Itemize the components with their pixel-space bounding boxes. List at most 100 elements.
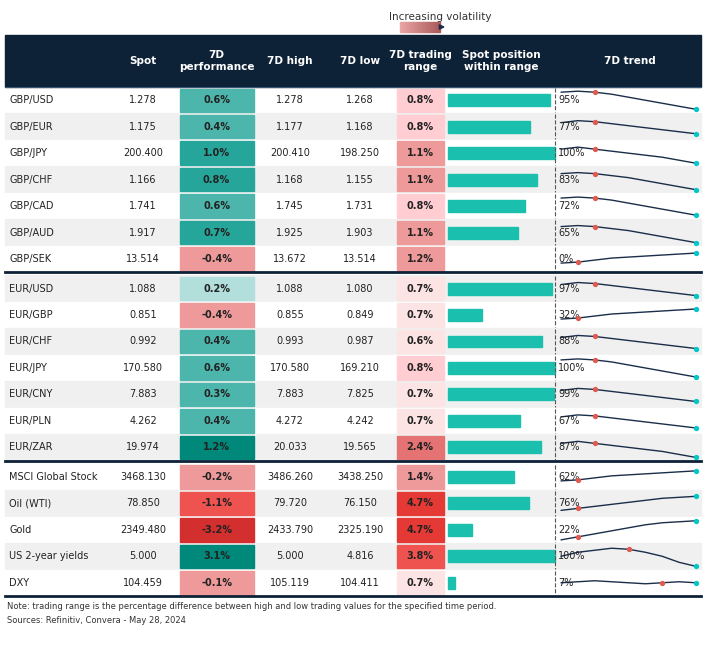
Text: 4.242: 4.242 xyxy=(346,416,374,426)
Bar xyxy=(397,248,443,271)
Text: GBP/EUR: GBP/EUR xyxy=(9,122,53,132)
Text: 0.992: 0.992 xyxy=(129,336,157,347)
Bar xyxy=(412,22,413,32)
Bar xyxy=(5,516,701,543)
Bar xyxy=(5,246,701,272)
Text: 0.851: 0.851 xyxy=(129,310,157,320)
Bar xyxy=(5,354,701,381)
Bar xyxy=(5,35,701,87)
Text: 0.3%: 0.3% xyxy=(203,389,230,399)
Text: 4.816: 4.816 xyxy=(346,551,373,561)
Text: 170.580: 170.580 xyxy=(270,363,310,373)
Text: 78.850: 78.850 xyxy=(126,498,160,508)
Bar xyxy=(397,221,443,244)
Text: 1.2%: 1.2% xyxy=(203,443,230,452)
Text: 0.6%: 0.6% xyxy=(203,95,230,105)
Bar xyxy=(405,22,406,32)
Text: 198.250: 198.250 xyxy=(340,148,380,158)
Text: 200.410: 200.410 xyxy=(270,148,310,158)
Bar xyxy=(5,490,701,516)
Text: 0.7%: 0.7% xyxy=(407,416,433,426)
Text: 0.855: 0.855 xyxy=(276,310,304,320)
Text: 0.7%: 0.7% xyxy=(407,578,433,588)
Text: EUR/ZAR: EUR/ZAR xyxy=(9,443,52,452)
Text: 100%: 100% xyxy=(558,551,585,561)
Bar xyxy=(448,174,537,185)
Text: 77%: 77% xyxy=(558,122,580,132)
Bar xyxy=(427,22,428,32)
Bar xyxy=(397,435,443,459)
Bar xyxy=(416,22,417,32)
Text: 13.514: 13.514 xyxy=(126,254,160,264)
Text: GBP/USD: GBP/USD xyxy=(9,95,54,105)
Text: GBP/CHF: GBP/CHF xyxy=(9,175,52,185)
Bar xyxy=(5,381,701,408)
Bar xyxy=(432,22,433,32)
Text: GBP/AUD: GBP/AUD xyxy=(9,227,54,238)
Text: 95%: 95% xyxy=(558,95,580,105)
Text: 1.903: 1.903 xyxy=(346,227,373,238)
Bar xyxy=(397,544,443,568)
Text: 1.168: 1.168 xyxy=(346,122,373,132)
Text: 1.745: 1.745 xyxy=(276,201,304,211)
Bar xyxy=(411,22,412,32)
Bar xyxy=(448,309,482,321)
Text: 1.1%: 1.1% xyxy=(407,227,433,238)
Bar xyxy=(448,227,517,238)
Text: 1.278: 1.278 xyxy=(276,95,304,105)
Bar xyxy=(448,121,530,133)
Bar xyxy=(179,492,253,515)
Text: 3.8%: 3.8% xyxy=(407,551,433,561)
Text: 19.974: 19.974 xyxy=(126,443,160,452)
Text: Spot: Spot xyxy=(129,56,157,66)
Text: 1.278: 1.278 xyxy=(129,95,157,105)
Bar xyxy=(401,22,402,32)
Bar xyxy=(448,94,550,106)
Bar xyxy=(409,22,410,32)
Text: 0.8%: 0.8% xyxy=(407,363,433,373)
Bar xyxy=(397,383,443,406)
Text: 4.272: 4.272 xyxy=(276,416,304,426)
Text: -0.4%: -0.4% xyxy=(201,310,232,320)
Bar xyxy=(179,168,253,191)
Bar xyxy=(179,221,253,244)
Bar xyxy=(397,518,443,542)
Text: -0.2%: -0.2% xyxy=(201,472,232,482)
Text: 7D
performance: 7D performance xyxy=(179,50,254,72)
Text: 1.080: 1.080 xyxy=(346,284,373,294)
Bar xyxy=(179,435,253,459)
Bar xyxy=(423,22,424,32)
Text: 0.849: 0.849 xyxy=(346,310,373,320)
Bar xyxy=(179,544,253,568)
Text: 1.155: 1.155 xyxy=(346,175,374,185)
Bar xyxy=(179,571,253,594)
Text: 100%: 100% xyxy=(558,363,585,373)
Text: 97%: 97% xyxy=(558,284,580,294)
Text: 0.8%: 0.8% xyxy=(407,95,433,105)
Text: 2349.480: 2349.480 xyxy=(120,525,166,535)
Text: 76.150: 76.150 xyxy=(343,498,377,508)
Text: 104.411: 104.411 xyxy=(340,578,380,588)
Text: 4.7%: 4.7% xyxy=(407,525,433,535)
Text: 7D trend: 7D trend xyxy=(604,56,655,66)
Text: 0.8%: 0.8% xyxy=(203,175,230,185)
Bar xyxy=(5,193,701,220)
Text: 7%: 7% xyxy=(558,578,573,588)
Text: 19.565: 19.565 xyxy=(343,443,377,452)
Bar xyxy=(5,113,701,140)
Text: 79.720: 79.720 xyxy=(273,498,307,508)
Text: 62%: 62% xyxy=(558,472,580,482)
Text: 0%: 0% xyxy=(558,254,573,264)
Text: 20.033: 20.033 xyxy=(273,443,307,452)
Text: 3486.260: 3486.260 xyxy=(267,472,313,482)
Bar xyxy=(397,330,443,353)
Text: DXY: DXY xyxy=(9,578,29,588)
Bar xyxy=(406,22,407,32)
Bar xyxy=(448,389,554,400)
Bar xyxy=(5,543,701,570)
Bar xyxy=(397,115,443,139)
Text: 76%: 76% xyxy=(558,498,580,508)
Bar xyxy=(434,22,435,32)
Text: 67%: 67% xyxy=(558,416,580,426)
Bar xyxy=(417,22,418,32)
